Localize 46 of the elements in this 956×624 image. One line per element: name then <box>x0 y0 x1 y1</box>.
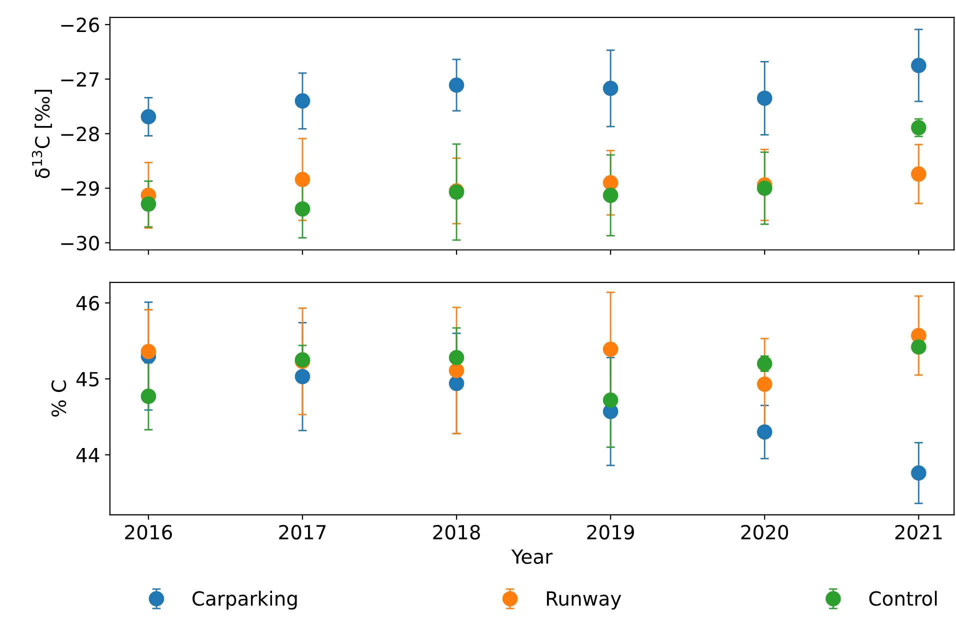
point <box>294 93 310 109</box>
point <box>448 362 464 378</box>
point <box>911 166 926 182</box>
point <box>756 90 772 106</box>
y-tick-label: 44 <box>76 448 100 462</box>
y-tick-label: −26 <box>61 18 99 32</box>
point <box>448 77 464 93</box>
y-tick-label: −30 <box>61 236 99 250</box>
y-axis-title: % C <box>51 380 66 417</box>
y-tick-label: −29 <box>61 181 99 196</box>
legend-label: Control <box>869 590 937 606</box>
legend-label: Carparking <box>192 590 297 610</box>
point <box>756 180 772 196</box>
x-tick-label: 2017 <box>279 524 326 540</box>
x-tick-label: 2019 <box>587 524 634 540</box>
point <box>602 175 618 190</box>
point <box>911 58 926 74</box>
point <box>602 80 618 96</box>
point <box>911 339 926 355</box>
y-tick-label: −27 <box>61 72 99 87</box>
point <box>602 188 618 203</box>
point <box>756 356 772 372</box>
legend-label: Runway <box>546 591 622 610</box>
point <box>140 388 156 404</box>
x-tick-label: 2020 <box>741 524 788 540</box>
point <box>294 172 310 188</box>
point <box>294 201 310 217</box>
point <box>448 376 464 392</box>
y-tick-label: −28 <box>61 126 99 142</box>
point <box>756 424 772 440</box>
x-tick-label: 2018 <box>433 524 480 540</box>
point <box>602 392 618 408</box>
point <box>756 376 772 392</box>
y-tick-label: 46 <box>76 296 99 311</box>
x-tick-label: 2016 <box>125 524 172 540</box>
point <box>294 368 310 384</box>
point <box>140 344 156 360</box>
point <box>602 342 618 357</box>
point <box>140 109 156 124</box>
point <box>140 196 156 212</box>
point <box>448 350 464 366</box>
x-axis-title: Year <box>511 549 553 564</box>
x-tick-label: 2021 <box>895 524 942 540</box>
point <box>911 465 926 481</box>
y-tick-label: 45 <box>76 372 99 387</box>
y-axis-title: δ$^{13}$C [‰] <box>32 90 52 178</box>
